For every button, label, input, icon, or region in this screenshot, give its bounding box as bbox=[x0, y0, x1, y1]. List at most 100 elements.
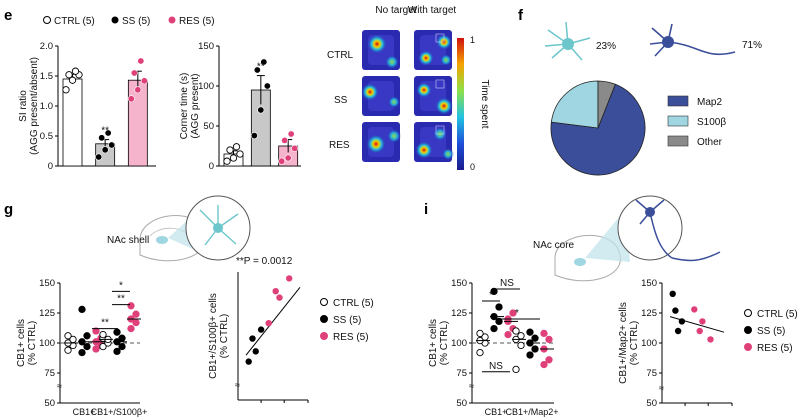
data-point-res bbox=[132, 310, 140, 318]
correlation-point bbox=[252, 348, 259, 355]
correlation-legend-marker bbox=[320, 298, 328, 306]
correlation-legend-label: CTRL (5) bbox=[757, 309, 798, 320]
legend-ss-marker bbox=[111, 16, 119, 24]
y-tick-label: 150 bbox=[641, 278, 657, 289]
region-label-g: NAc shell bbox=[107, 235, 149, 246]
data-point bbox=[65, 71, 73, 79]
data-point bbox=[68, 76, 77, 84]
data-point bbox=[232, 143, 241, 151]
data-point bbox=[134, 86, 142, 94]
data-point-ss bbox=[78, 348, 86, 357]
heatmap-grid bbox=[361, 30, 454, 162]
chart-i-correlation: ≈50 75 100 125 150 CB1+/Map2+ cells (% CTRL) CT… bbox=[618, 278, 798, 409]
axis-break-mark: ≈ bbox=[57, 381, 62, 391]
fit-line bbox=[669, 316, 725, 333]
target-enclosure bbox=[435, 79, 445, 89]
neuron-icon bbox=[649, 23, 736, 57]
y-axis-label: CB1+ cells bbox=[16, 319, 27, 367]
correlation-point bbox=[245, 358, 252, 365]
y-tick-label: 100 bbox=[198, 81, 214, 92]
y-axis-label: Corner time (s) bbox=[179, 73, 190, 140]
y-tick-label: 50 bbox=[44, 398, 55, 409]
data-point-ctrl bbox=[512, 327, 520, 335]
target-enclosure bbox=[435, 125, 445, 135]
correlation-legend-label: SS (5) bbox=[757, 326, 785, 337]
data-point-ctrl bbox=[99, 330, 107, 339]
data-point-ss bbox=[118, 342, 126, 351]
data-point bbox=[104, 129, 112, 137]
panel-letter-g: g bbox=[4, 201, 13, 218]
y-tick-label: 150 bbox=[39, 278, 55, 289]
data-point-res bbox=[545, 356, 553, 364]
y-axis-label: SI ratio bbox=[18, 90, 29, 122]
data-point-ctrl bbox=[476, 348, 484, 357]
pie-slice-s100 bbox=[550, 80, 599, 129]
data-point-ss bbox=[78, 305, 86, 314]
y-axis-label-2: (% CTRL) bbox=[27, 321, 38, 365]
heatmap-hotspot bbox=[385, 55, 399, 69]
data-point-res bbox=[504, 330, 512, 339]
data-point bbox=[257, 106, 265, 114]
data-point bbox=[95, 153, 103, 161]
panel-letter-e: e bbox=[4, 7, 12, 24]
fit-line bbox=[245, 287, 301, 356]
data-point-ctrl bbox=[99, 342, 107, 351]
data-point-ss bbox=[526, 328, 534, 336]
pie-legend: Map2 S100β Other bbox=[667, 95, 726, 148]
heatmap-hotspot bbox=[442, 148, 454, 160]
data-point bbox=[98, 134, 106, 142]
y-tick-label: 125 bbox=[641, 308, 657, 319]
data-point bbox=[71, 67, 80, 75]
data-point-res bbox=[509, 309, 517, 317]
legend-res-marker bbox=[168, 16, 176, 24]
y-tick-label: 75 bbox=[456, 368, 467, 379]
y-tick-label: 100 bbox=[451, 338, 467, 349]
correlation-point bbox=[286, 275, 293, 282]
data-point-res bbox=[127, 302, 135, 310]
data-point-ss bbox=[113, 347, 121, 356]
brain-slice-core-icon bbox=[554, 195, 721, 282]
significance-label: ** bbox=[101, 126, 109, 137]
heatmap-col-with-target: With target bbox=[408, 5, 457, 16]
data-point-res bbox=[545, 335, 553, 344]
y-tick-label: 2.0 bbox=[40, 41, 53, 52]
data-point-ctrl bbox=[476, 329, 484, 338]
data-point-ctrl bbox=[64, 346, 72, 354]
pie-legend-swatch bbox=[667, 135, 689, 147]
data-point-ss bbox=[531, 334, 539, 342]
y-tick-label: 50 bbox=[203, 121, 214, 132]
y-tick-label: 100 bbox=[641, 338, 657, 349]
y-tick-label: 50 bbox=[456, 398, 467, 409]
data-point-ss bbox=[83, 332, 91, 340]
data-point-res bbox=[92, 327, 100, 335]
heatmap-hotspot bbox=[435, 97, 453, 115]
data-point-ss bbox=[490, 324, 498, 333]
data-point bbox=[287, 130, 295, 138]
correlation-p-value: **P = 0.0012 bbox=[236, 256, 293, 267]
data-point bbox=[140, 77, 148, 85]
correlation-point bbox=[265, 320, 272, 327]
data-point-ss bbox=[118, 334, 126, 342]
data-point-ctrl bbox=[517, 341, 525, 350]
correlation-point bbox=[707, 336, 714, 343]
data-point bbox=[127, 95, 135, 103]
axis-break-mark: ≈ bbox=[659, 383, 664, 393]
heatmap-hotspot bbox=[361, 83, 379, 101]
y-tick-label: 75 bbox=[646, 368, 657, 379]
data-point bbox=[130, 69, 138, 77]
chart-corner-time: 0 50 100 150 Corner time (s) (AGG present) ** bbox=[179, 41, 301, 172]
y-axis-label-2: (% CTRL) bbox=[219, 314, 230, 358]
correlation-point bbox=[672, 307, 679, 314]
data-point-ctrl bbox=[517, 332, 525, 340]
significance-label: NS bbox=[500, 278, 514, 289]
data-point bbox=[281, 136, 289, 144]
data-point bbox=[263, 82, 271, 90]
significance-label: ** bbox=[257, 62, 265, 73]
data-point bbox=[253, 66, 261, 74]
data-point-ctrl bbox=[512, 365, 520, 374]
pie-legend-label: Other bbox=[697, 137, 723, 148]
colorbar-min: 0 bbox=[470, 162, 475, 172]
legend-ctrl-marker bbox=[43, 16, 51, 24]
y-axis-label-2: (AGG present) bbox=[190, 73, 201, 138]
pie-legend-swatch bbox=[667, 95, 689, 107]
